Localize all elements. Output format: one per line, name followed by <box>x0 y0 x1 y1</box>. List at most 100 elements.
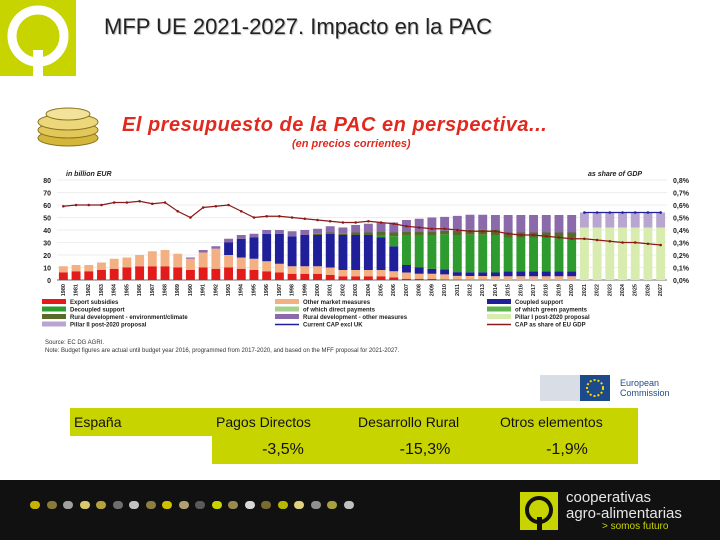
y2-tick-label: 0,3% <box>673 241 690 248</box>
ec-logo-text: European Commission <box>620 378 670 398</box>
bar-segment <box>465 234 475 273</box>
line-point <box>367 219 370 223</box>
y-tick-label: 10 <box>43 266 51 273</box>
bar-segment <box>109 268 119 280</box>
bar-segment <box>338 235 348 270</box>
bar-segment <box>440 269 450 275</box>
bar-segment <box>643 227 653 280</box>
y2-tick-label: 0,4% <box>673 228 690 235</box>
decorative-dot <box>129 501 139 509</box>
bar-segment <box>427 268 437 274</box>
legend-label: Other market measures <box>303 300 371 306</box>
bar-segment <box>58 272 68 280</box>
bar-segment <box>224 238 234 243</box>
legend-swatch <box>42 299 66 304</box>
bar-segment <box>440 274 450 280</box>
x-tick-label: 1991 <box>201 284 207 296</box>
bar-segment <box>592 227 602 280</box>
chart-source: Source: EC DG AGRI. <box>45 340 104 346</box>
bar-segment <box>427 273 437 279</box>
bar-segment <box>313 273 322 280</box>
line-point <box>125 201 129 204</box>
x-tick-label: 2016 <box>518 284 524 296</box>
bar-segment <box>567 276 577 280</box>
line-point <box>278 214 281 218</box>
x-tick-label: 2006 <box>391 284 397 296</box>
bar-segment <box>249 237 259 259</box>
x-tick-label: 1997 <box>277 284 283 296</box>
x-tick-label: 1990 <box>188 284 194 296</box>
bar-segment <box>427 217 437 232</box>
x-tick-label: 1987 <box>150 284 156 296</box>
bar-segment <box>567 271 577 277</box>
bar-segment <box>389 277 399 280</box>
bar-segment <box>529 237 539 272</box>
x-tick-label: 1999 <box>302 284 308 296</box>
line-point <box>316 218 319 222</box>
impact-col-label: Desarrollo Rural <box>354 408 496 436</box>
bar-segment <box>300 230 310 235</box>
line-point <box>621 211 624 214</box>
legend-label: Pillar II post-2020 proposal <box>70 323 147 329</box>
legend-label: CAP as share of EU GDP <box>515 323 586 329</box>
y2-tick-label: 0,8% <box>673 178 690 185</box>
bar-segment <box>656 212 666 228</box>
line-point <box>201 206 205 209</box>
line-point <box>354 221 357 224</box>
x-tick-label: 2026 <box>645 284 651 296</box>
cooperativas-logo <box>0 0 76 76</box>
x-tick-label: 2001 <box>328 284 334 296</box>
y-axis-label: in billion EUR <box>66 171 112 178</box>
line-point <box>456 228 459 232</box>
bar-segment <box>325 275 335 280</box>
bar-segment <box>338 270 348 277</box>
bar-segment <box>300 273 310 280</box>
bar-segment <box>351 276 361 280</box>
decorative-dot <box>228 501 238 509</box>
x-tick-label: 2005 <box>379 284 385 296</box>
impact-value: -1,9% <box>496 436 638 464</box>
country-label: España <box>70 408 212 436</box>
legend-label: of which direct payments <box>303 308 376 314</box>
x-tick-label: 1982 <box>86 284 92 296</box>
line-point <box>646 211 650 214</box>
bar-segment <box>58 266 68 273</box>
bar-segment <box>389 246 399 272</box>
bar-segment <box>274 263 284 273</box>
y-tick-label: 20 <box>43 253 51 260</box>
line-point <box>583 211 586 214</box>
x-tick-label: 1981 <box>74 284 80 296</box>
bar-segment <box>236 257 246 269</box>
bar-segment <box>262 233 272 262</box>
bar-segment <box>313 266 322 274</box>
x-tick-label: 1980 <box>61 284 67 296</box>
bar-segment <box>325 232 335 234</box>
bar-segment <box>414 278 424 280</box>
bar-segment <box>249 270 259 280</box>
decorative-dot <box>343 501 354 509</box>
bar-segment <box>402 272 411 279</box>
bar-segment <box>249 258 259 270</box>
decorative-dot <box>244 501 255 509</box>
footer-brand-line1: cooperativas <box>566 489 652 506</box>
impact-table: España Pagos Directos Desarrollo Rural O… <box>70 408 638 464</box>
bar-segment <box>224 242 234 255</box>
impact-col-label: Pagos Directos <box>212 408 354 436</box>
decorative-dot <box>294 501 304 509</box>
bar-segment <box>440 234 450 270</box>
x-tick-label: 2018 <box>544 284 550 296</box>
bar-segment <box>211 268 221 280</box>
bar-segment <box>313 233 322 235</box>
line-point <box>659 211 662 214</box>
bar-segment <box>503 237 513 272</box>
bar-segment <box>541 271 551 277</box>
bar-segment <box>440 216 450 231</box>
bar-segment <box>376 235 386 238</box>
bar-segment <box>236 235 246 239</box>
line-point <box>138 199 141 203</box>
decorative-dot <box>145 501 156 509</box>
slide-title: MFP UE 2021-2027. Impacto en la PAC <box>104 14 493 39</box>
decorative-dot <box>327 501 337 509</box>
line-point <box>176 209 180 213</box>
bar-segment <box>452 215 462 231</box>
